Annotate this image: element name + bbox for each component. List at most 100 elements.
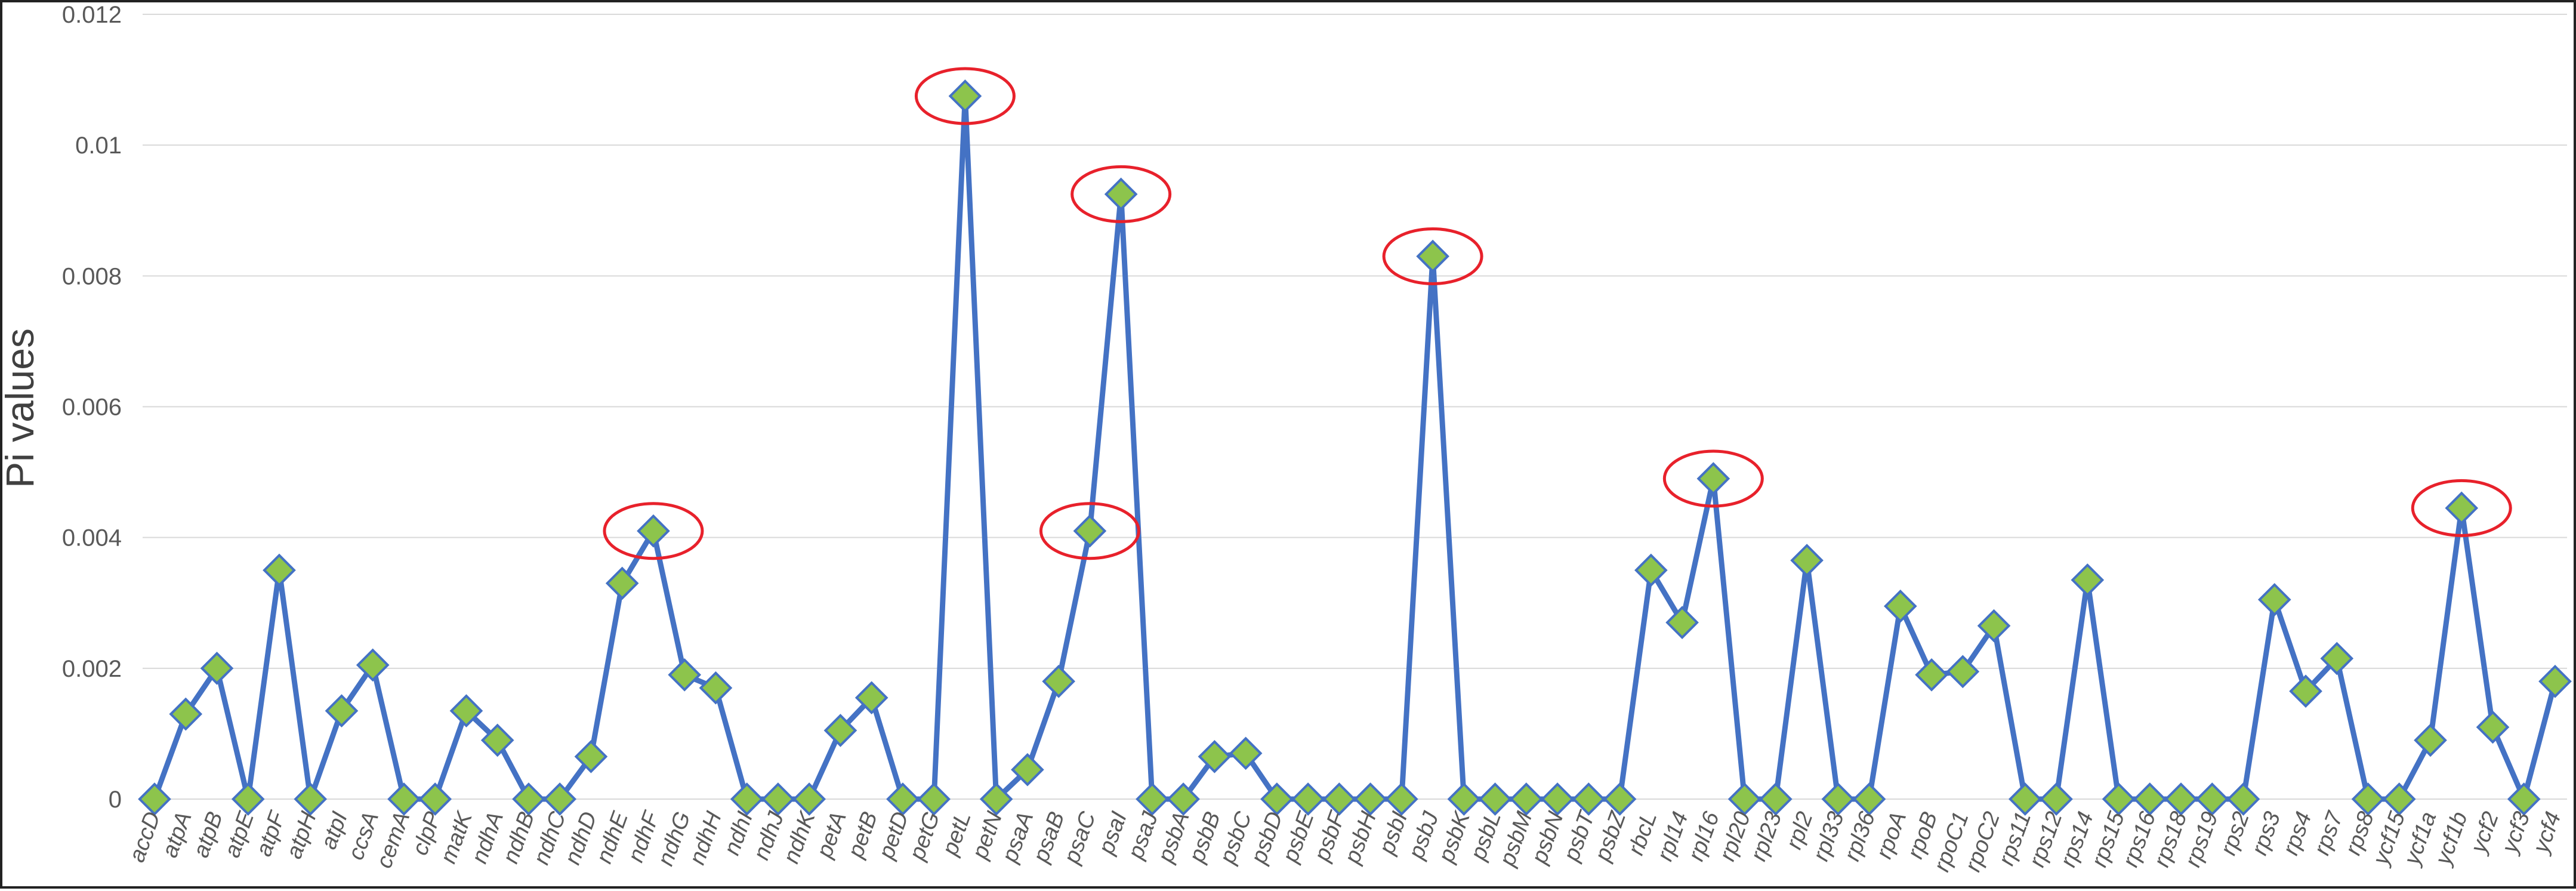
y-tick-label: 0.004 bbox=[62, 525, 122, 551]
data-point-marker bbox=[1759, 782, 1793, 816]
x-category-label: ycf4 bbox=[2528, 809, 2566, 858]
data-point-marker bbox=[2226, 782, 2260, 816]
data-point-marker bbox=[1852, 782, 1886, 816]
gridlines bbox=[143, 14, 2567, 800]
series-line bbox=[152, 93, 2558, 802]
data-point-marker bbox=[1447, 782, 1481, 816]
data-point-marker bbox=[231, 782, 265, 816]
data-point-marker bbox=[200, 652, 234, 685]
data-point-marker bbox=[1260, 782, 1294, 816]
data-point-marker bbox=[792, 782, 826, 816]
data-point-marker bbox=[668, 658, 702, 692]
data-point-marker bbox=[2257, 582, 2291, 616]
data-point-marker bbox=[823, 714, 857, 747]
data-point-marker bbox=[2382, 782, 2416, 816]
x-category-label: accD bbox=[124, 809, 165, 866]
data-point-marker bbox=[1883, 589, 1917, 623]
data-point-marker bbox=[574, 739, 608, 773]
data-point-marker bbox=[169, 697, 203, 731]
y-tick-label: 0.012 bbox=[62, 2, 122, 28]
data-point-marker bbox=[1011, 753, 1044, 787]
data-point-marker bbox=[418, 782, 452, 816]
y-axis-title: Pi values bbox=[2, 328, 42, 488]
data-point-marker bbox=[1291, 782, 1325, 816]
data-point-marker bbox=[1946, 655, 1980, 689]
data-point-marker bbox=[2351, 782, 2385, 816]
highlight-circle bbox=[603, 502, 704, 560]
data-point-marker bbox=[543, 782, 577, 816]
highlight-circle bbox=[1662, 449, 1764, 508]
data-point-marker bbox=[1136, 782, 1169, 816]
data-point-marker bbox=[1073, 514, 1107, 548]
data-point-marker bbox=[2289, 674, 2322, 708]
data-point-marker bbox=[2538, 664, 2572, 698]
data-point-marker bbox=[1977, 609, 2011, 643]
data-point-marker bbox=[1915, 658, 1948, 692]
y-tick-label: 0.01 bbox=[75, 132, 122, 159]
data-point-marker bbox=[1696, 462, 1730, 495]
data-point-marker bbox=[1790, 544, 1824, 577]
data-point-marker bbox=[1572, 782, 1606, 816]
data-point-marker bbox=[979, 782, 1013, 816]
data-point-marker bbox=[263, 553, 296, 587]
x-category-label: atpE bbox=[220, 808, 259, 861]
data-point-marker bbox=[2164, 782, 2198, 816]
data-point-marker bbox=[1353, 782, 1387, 816]
data-point-marker bbox=[1042, 664, 1075, 698]
x-category-label: ycf2 bbox=[2466, 809, 2504, 858]
data-point-marker bbox=[605, 566, 639, 600]
data-point-marker bbox=[1665, 606, 1699, 639]
x-category-label: ycf3 bbox=[2497, 809, 2535, 858]
data-point-marker bbox=[1322, 782, 1356, 816]
data-point-marker bbox=[1229, 736, 1263, 770]
data-point-marker bbox=[1385, 782, 1418, 816]
y-tick-label: 0 bbox=[109, 787, 122, 813]
highlight-circle bbox=[1070, 165, 1172, 223]
data-point-marker bbox=[325, 694, 359, 727]
data-point-marker bbox=[2414, 723, 2447, 757]
data-point-marker bbox=[2133, 782, 2167, 816]
data-point-marker bbox=[1167, 782, 1200, 816]
data-point-marker bbox=[2102, 782, 2136, 816]
y-tick-label: 0.008 bbox=[62, 263, 122, 289]
data-point-marker bbox=[512, 782, 545, 816]
data-point-marker bbox=[854, 681, 889, 714]
data-point-marker bbox=[294, 782, 328, 816]
highlight-circle bbox=[1382, 227, 1483, 285]
highlight-circle bbox=[2411, 479, 2512, 537]
data-point-marker bbox=[2195, 782, 2229, 816]
data-point-marker bbox=[886, 782, 920, 816]
data-point-marker bbox=[449, 694, 483, 727]
data-point-marker bbox=[480, 723, 514, 757]
highlight-circles bbox=[603, 67, 2512, 560]
y-tick-label: 0.002 bbox=[62, 656, 122, 682]
data-point-marker bbox=[1104, 177, 1138, 211]
data-point-marker bbox=[2320, 642, 2354, 676]
data-point-marker bbox=[2040, 782, 2073, 816]
data-point-marker bbox=[699, 671, 733, 705]
data-point-marker bbox=[1603, 782, 1637, 816]
data-point-marker bbox=[2507, 782, 2541, 816]
y-axis-tick-labels: 0 0.002 0.004 0.006 0.008 0.01 0.012 bbox=[62, 2, 122, 813]
y-tick-label: 0.006 bbox=[62, 394, 122, 421]
data-point-marker bbox=[2476, 710, 2510, 744]
data-point-marker bbox=[2071, 563, 2105, 597]
data-point-marker bbox=[387, 782, 421, 816]
data-point-marker bbox=[2008, 782, 2042, 816]
data-point-marker bbox=[1478, 782, 1512, 816]
data-point-marker bbox=[948, 79, 982, 113]
series-pi-values bbox=[138, 79, 2572, 816]
data-point-marker bbox=[1727, 782, 1761, 816]
highlight-circle bbox=[1039, 502, 1140, 560]
data-point-marker bbox=[1198, 739, 1232, 773]
data-point-marker bbox=[761, 782, 795, 816]
data-point-marker bbox=[138, 782, 171, 816]
data-point-marker bbox=[356, 648, 390, 682]
data-point-marker bbox=[1541, 782, 1574, 816]
data-point-marker bbox=[730, 782, 764, 816]
x-axis-category-labels: accDatpAatpBatpEatpFatpHatpIccsAcemAclpP… bbox=[124, 807, 2566, 875]
data-point-marker bbox=[1510, 782, 1543, 816]
data-point-marker bbox=[1821, 782, 1855, 816]
